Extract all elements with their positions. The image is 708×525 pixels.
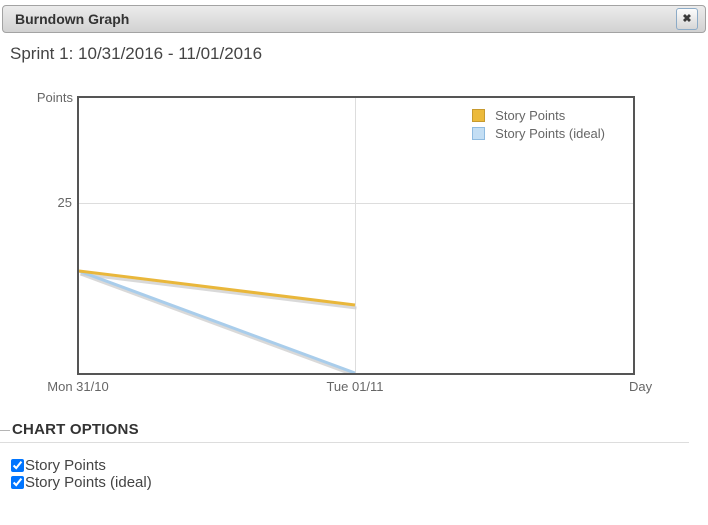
chart-option-row: Story Points (ideal) (11, 474, 152, 491)
chart-option-label: Story Points (25, 457, 106, 474)
legend-label: Story Points (ideal) (495, 125, 605, 141)
plot-area: Story Points Story Points (ideal) (77, 96, 635, 375)
legend-item: Story Points (472, 106, 605, 124)
legend-label: Story Points (495, 107, 566, 123)
legend-item: Story Points (ideal) (472, 124, 605, 142)
series-lines (79, 269, 357, 373)
sprint-heading: Sprint 1: 10/31/2016 - 11/01/2016 (10, 44, 263, 63)
legend-swatch-icon (472, 108, 486, 122)
chart-option-checkbox[interactable] (11, 476, 24, 489)
gridline-horizontal (79, 203, 633, 204)
y-axis-tick-25: 25 (57, 195, 72, 210)
x-axis-title: Day (629, 379, 653, 394)
gridline-vertical (355, 98, 356, 373)
options-divider (0, 442, 689, 443)
chart-legend: Story Points Story Points (ideal) (472, 106, 605, 142)
options-dash (0, 430, 10, 431)
close-icon[interactable]: ✖ (676, 8, 698, 30)
x-axis-tick-tue: Tue 01/11 (326, 379, 384, 394)
chart-option-row: Story Points (11, 457, 152, 474)
burndown-chart: Points 25 Story Points Story Points (idea… (36, 90, 653, 394)
dialog-title: Burndown Graph (15, 11, 130, 27)
dialog-titlebar: Burndown Graph ✖ (2, 5, 706, 33)
legend-swatch-icon (472, 126, 486, 140)
chart-option-checkbox[interactable] (11, 459, 24, 472)
x-axis-tick-mon: Mon 31/10 (47, 379, 109, 394)
chart-option-label: Story Points (ideal) (25, 474, 152, 491)
y-axis-title: Points (36, 90, 73, 105)
options-heading: CHART OPTIONS (12, 421, 139, 438)
options-checkbox-list: Story Points Story Points (ideal) (11, 457, 152, 491)
